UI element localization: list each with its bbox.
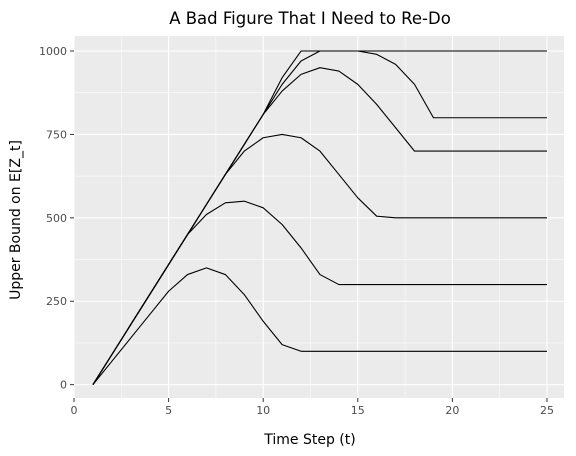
x-tick-label: 0	[71, 404, 78, 417]
y-tick-label: 500	[46, 212, 67, 225]
x-tick-label: 25	[540, 404, 554, 417]
x-axis-ticks: 0 5 10 15 20 25	[71, 398, 554, 417]
y-tick-label: 0	[60, 379, 67, 392]
x-tick-label: 15	[351, 404, 365, 417]
series-line-1	[92, 267, 547, 385]
plot-panel	[74, 36, 564, 398]
y-tick-label: 750	[46, 128, 67, 141]
x-tick-label: 20	[445, 404, 459, 417]
chart-title: A Bad Figure That I Need to Re-Do	[169, 9, 451, 28]
major-gridlines	[73, 36, 564, 398]
series-line-6	[92, 50, 547, 385]
y-axis-label: Upper Bound on E[Z_t]	[8, 140, 24, 300]
x-tick-label: 5	[165, 404, 172, 417]
minor-gridlines	[74, 36, 564, 398]
x-tick-label: 10	[256, 404, 270, 417]
y-tick-label: 250	[46, 295, 67, 308]
series-layer	[92, 50, 547, 385]
x-axis-label: Time Step (t)	[263, 432, 355, 448]
y-tick-label: 1000	[39, 45, 67, 58]
y-axis-ticks: 0 250 500 750 1000	[39, 45, 74, 392]
